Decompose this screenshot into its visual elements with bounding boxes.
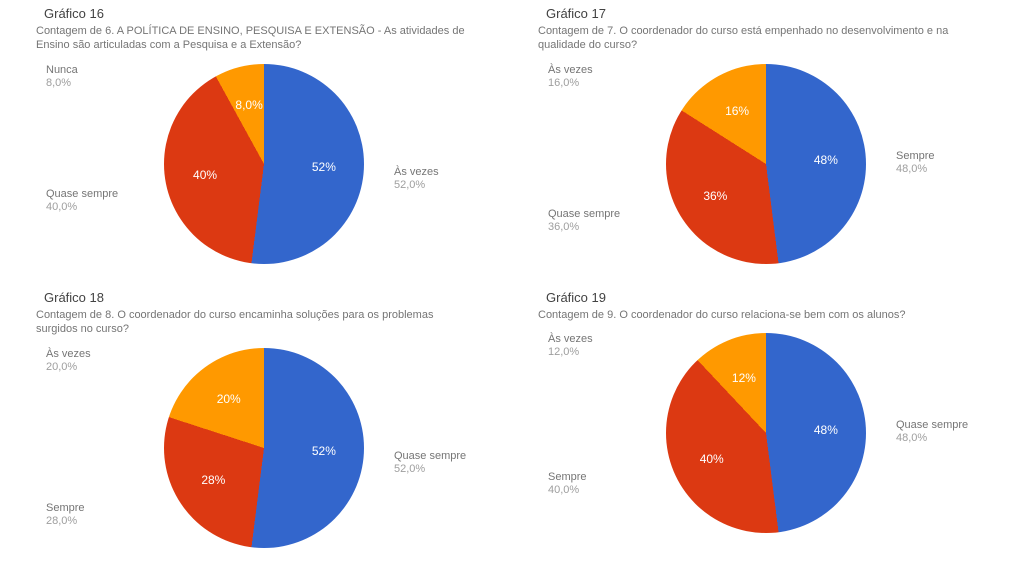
callout-name: Nunca — [46, 64, 78, 77]
callout-value: 52,0% — [394, 179, 439, 192]
callout-value: 16,0% — [548, 77, 593, 90]
callout: Sempre28,0% — [46, 502, 85, 528]
callout: Às vezes52,0% — [394, 166, 439, 192]
pie-chart: 48%40%12%Às vezes12,0%Quase sempre48,0%S… — [520, 325, 1006, 535]
panel-title: Gráfico 16 — [44, 6, 504, 21]
callout-name: Sempre — [548, 471, 587, 484]
pie — [164, 348, 364, 548]
callout-name: Às vezes — [46, 348, 91, 361]
panel-subtitle: Contagem de 6. A POLÍTICA DE ENSINO, PES… — [36, 24, 476, 53]
callout-value: 28,0% — [46, 515, 85, 528]
callout-name: Quase sempre — [896, 419, 968, 432]
panel-g16: Gráfico 16 Contagem de 6. A POLÍTICA DE … — [10, 4, 512, 288]
callout: Quase sempre40,0% — [46, 188, 118, 214]
callout-value: 20,0% — [46, 361, 91, 374]
callout: Às vezes20,0% — [46, 348, 91, 374]
callout: Quase sempre48,0% — [896, 419, 968, 445]
callout-name: Quase sempre — [46, 188, 118, 201]
callout-name: Sempre — [46, 502, 85, 515]
callout-name: Sempre — [896, 150, 935, 163]
callout-value: 8,0% — [46, 77, 78, 90]
callout: Às vezes16,0% — [548, 64, 593, 90]
callout-name: Às vezes — [394, 166, 439, 179]
callout-value: 40,0% — [548, 484, 587, 497]
pie — [666, 333, 866, 533]
callout-name: Às vezes — [548, 64, 593, 77]
callout: Sempre40,0% — [548, 471, 587, 497]
charts-grid: Gráfico 16 Contagem de 6. A POLÍTICA DE … — [10, 4, 1014, 572]
callout-name: Quase sempre — [548, 208, 620, 221]
callout: Às vezes12,0% — [548, 333, 593, 359]
panel-title: Gráfico 17 — [546, 6, 1006, 21]
callout-name: Às vezes — [548, 333, 593, 346]
callout: Quase sempre52,0% — [394, 450, 466, 476]
panel-subtitle: Contagem de 8. O coordenador do curso en… — [36, 308, 476, 337]
panel-title: Gráfico 19 — [546, 290, 1006, 305]
pie-chart: 52%40%8,0%Nunca8,0%Às vezes52,0%Quase se… — [18, 56, 504, 266]
pie-chart: 48%36%16%Às vezes16,0%Sempre48,0%Quase s… — [520, 56, 1006, 266]
panel-title: Gráfico 18 — [44, 290, 504, 305]
panel-subtitle: Contagem de 7. O coordenador do curso es… — [538, 24, 978, 53]
pie-chart: 52%28%20%Às vezes20,0%Quase sempre52,0%S… — [18, 340, 504, 550]
callout: Quase sempre36,0% — [548, 208, 620, 234]
panel-g18: Gráfico 18 Contagem de 8. O coordenador … — [10, 288, 512, 572]
panel-subtitle: Contagem de 9. O coordenador do curso re… — [538, 308, 978, 322]
callout: Sempre48,0% — [896, 150, 935, 176]
callout-value: 36,0% — [548, 221, 620, 234]
pie — [164, 64, 364, 264]
callout: Nunca8,0% — [46, 64, 78, 90]
pie — [666, 64, 866, 264]
callout-value: 40,0% — [46, 201, 118, 214]
callout-value: 48,0% — [896, 163, 935, 176]
panel-g17: Gráfico 17 Contagem de 7. O coordenador … — [512, 4, 1014, 288]
callout-value: 12,0% — [548, 346, 593, 359]
panel-g19: Gráfico 19 Contagem de 9. O coordenador … — [512, 288, 1014, 572]
callout-name: Quase sempre — [394, 450, 466, 463]
callout-value: 52,0% — [394, 463, 466, 476]
callout-value: 48,0% — [896, 432, 968, 445]
